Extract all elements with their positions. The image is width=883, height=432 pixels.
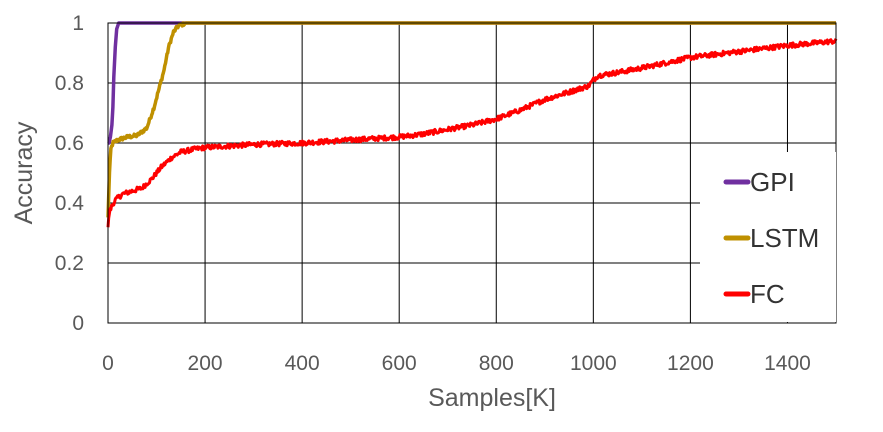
y-axis-title: Accuracy	[10, 121, 38, 224]
x-tick-label-3: 600	[382, 352, 417, 375]
x-axis-tick-labels: 0 200 400 600 800 1000 1200 1400	[102, 352, 811, 375]
x-tick-label-2: 400	[285, 352, 320, 375]
y-axis-tick-labels: 0 0.2 0.4 0.6 0.8 1	[55, 12, 85, 335]
x-tick-label-4: 800	[479, 352, 514, 375]
x-tick-label-7: 1400	[764, 352, 811, 375]
legend-label-lstm: LSTM	[750, 223, 819, 253]
legend-label-fc: FC	[750, 279, 785, 309]
x-axis-title: Samples[K]	[428, 384, 556, 412]
x-tick-label-5: 1000	[570, 352, 617, 375]
y-tick-label-2: 0.4	[55, 192, 85, 215]
x-tick-label-1: 200	[188, 352, 223, 375]
legend-label-gpi: GPI	[750, 167, 795, 197]
y-tick-label-1: 0.2	[55, 252, 84, 275]
legend-box	[700, 152, 836, 322]
y-tick-label-0: 0	[72, 312, 84, 335]
y-tick-label-3: 0.6	[55, 132, 84, 155]
x-tick-label-6: 1200	[667, 352, 714, 375]
series-line-fc	[106, 38, 838, 228]
y-tick-label-5: 1	[72, 12, 84, 35]
x-tick-label-0: 0	[102, 352, 114, 375]
legend: GPI LSTM FC	[700, 152, 836, 322]
y-tick-label-4: 0.8	[55, 72, 84, 95]
